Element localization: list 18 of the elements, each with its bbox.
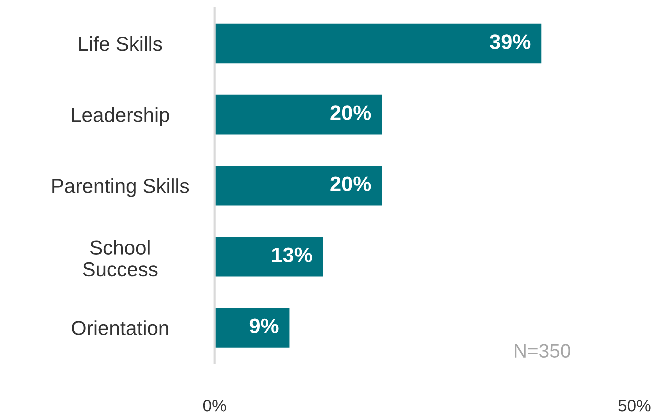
bar xyxy=(214,164,384,208)
data-label: 9% xyxy=(250,318,279,334)
bar xyxy=(214,306,292,350)
annotation: N=350 xyxy=(515,344,570,358)
data-label: 20% xyxy=(330,176,372,192)
bar xyxy=(214,236,325,278)
y-tick-label: Orientation xyxy=(72,320,168,336)
y-tick-label: School Success xyxy=(83,240,158,277)
y-tick-label: Life Skills xyxy=(80,36,162,52)
bar xyxy=(214,22,544,66)
x-tick-label: 50% xyxy=(618,400,651,412)
x-tick-label: 0% xyxy=(203,400,226,412)
data-label: 20% xyxy=(330,106,372,120)
data-label: 13% xyxy=(272,248,312,263)
y-tick-label: Parenting Skills xyxy=(52,178,190,198)
y-tick-label: Leadership xyxy=(72,108,170,126)
bar xyxy=(214,94,384,136)
data-label: 39% xyxy=(490,34,531,50)
